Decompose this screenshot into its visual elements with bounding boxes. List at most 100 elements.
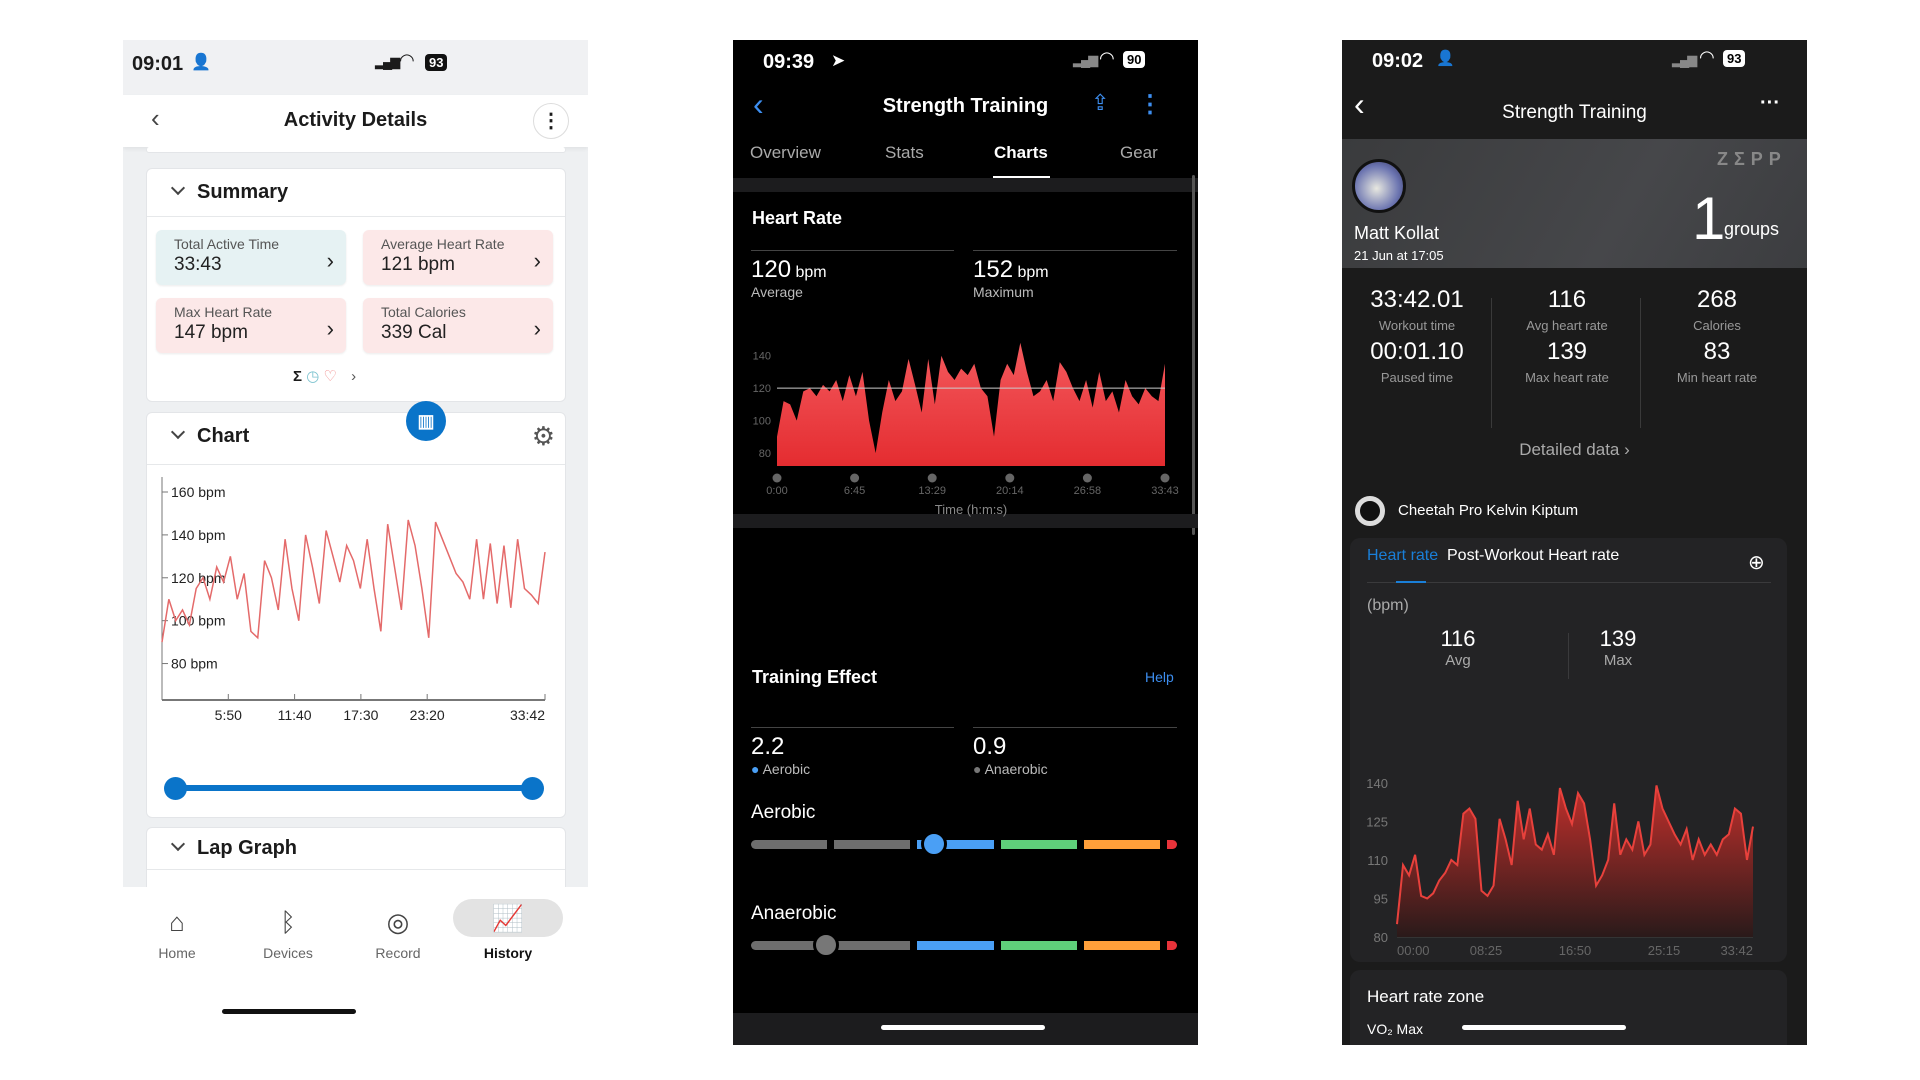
- stat-label: Max heart rate: [1525, 370, 1609, 385]
- add-chart-button[interactable]: ▥: [406, 401, 446, 441]
- tile-label: Average Heart Rate: [381, 236, 505, 252]
- stat-min-hr: 83 Min heart rate: [1642, 338, 1792, 385]
- user-name: Matt Kollat: [1354, 223, 1440, 243]
- back-icon[interactable]: ‹: [753, 86, 764, 122]
- summary-pager[interactable]: Σ ◷ ♡ ›: [293, 367, 356, 385]
- clock-icon: ◷: [306, 368, 320, 385]
- wifi-icon: ◠: [399, 50, 415, 70]
- divider: [733, 178, 1198, 192]
- status-time: 09:02: [1372, 50, 1424, 72]
- chart-card: Chart ⚙: [146, 412, 566, 818]
- tab-heart-rate[interactable]: Heart rate: [1367, 547, 1439, 564]
- stat-value: 00:01.10: [1370, 338, 1464, 365]
- stat-label: Calories: [1693, 318, 1741, 333]
- battery-indicator: 90: [1123, 51, 1146, 68]
- tile-value: 33:43: [174, 254, 222, 275]
- gear-icon[interactable]: ⚙: [531, 421, 555, 451]
- more-options-icon[interactable]: ···: [1760, 92, 1780, 114]
- home-indicator: [1462, 1025, 1626, 1030]
- tile-label: Max Heart Rate: [174, 304, 273, 320]
- home-icon: ⌂: [169, 907, 185, 937]
- range-slider-start-handle[interactable]: [164, 777, 187, 800]
- dot-icon: ●: [751, 761, 760, 777]
- vo2-label: VO₂ Max: [1367, 1021, 1423, 1037]
- aerobic-value: 2.2: [751, 733, 785, 760]
- scale-segment: [1000, 941, 1077, 950]
- phone-garmin-strength: 09:39 ➤ ▂▄▆ ◠ 90 ‹ Strength Training ⇪ ⋮…: [733, 40, 1198, 1045]
- tab-charts[interactable]: Charts: [994, 143, 1048, 162]
- max-value: 139: [1599, 626, 1637, 651]
- sigma-icon: Σ: [293, 368, 303, 385]
- tile-max-heart-rate[interactable]: Max Heart Rate 147 bpm ›: [156, 298, 346, 353]
- tile-value: 339 Cal: [381, 322, 447, 343]
- anaerobic-label: Anaerobic: [984, 761, 1048, 777]
- nav-history[interactable]: 📈 History: [453, 899, 563, 961]
- nav-home[interactable]: ⌂ Home: [132, 899, 222, 961]
- anaerobic-scale: [751, 932, 1177, 958]
- anaerobic-bar-label: Anaerobic: [751, 903, 837, 924]
- aerobic-bar-label: Aerobic: [751, 802, 816, 823]
- active-tab-indicator: [993, 176, 1050, 178]
- tile-label: Total Active Time: [174, 236, 280, 252]
- stat-calories: 268 Calories: [1642, 286, 1792, 333]
- heart-rate-card: Heart rate Post-Workout Heart rate ⊕ (bp…: [1350, 538, 1787, 962]
- nav-label: Record: [375, 945, 421, 961]
- scale-segment: [834, 840, 911, 849]
- scrollbar[interactable]: [1192, 175, 1195, 535]
- group-count: 1: [1692, 185, 1726, 252]
- bluetooth-icon: ᛒ: [280, 907, 296, 937]
- help-link[interactable]: Help: [1145, 669, 1174, 685]
- tab-overview[interactable]: Overview: [750, 143, 821, 162]
- scale-segment: [1167, 941, 1177, 950]
- aerobic-scale: [751, 831, 1177, 857]
- zoom-in-icon[interactable]: ⊕: [1748, 552, 1765, 574]
- range-slider-track[interactable]: [176, 785, 532, 791]
- avg-stat: 116 Avg: [1398, 626, 1518, 669]
- detailed-data-link[interactable]: Detailed data ›: [1342, 440, 1807, 460]
- tab-stats[interactable]: Stats: [885, 143, 924, 162]
- status-bar: 09:01 👤 ▂▄▆ ◠ 93: [123, 40, 588, 95]
- share-icon[interactable]: ⇪: [1091, 90, 1110, 115]
- bottom-nav: ⌂ Home ᛒ Devices ◎ Record 📈 History: [123, 887, 588, 1045]
- more-options-icon[interactable]: ⋮: [1138, 91, 1162, 118]
- range-slider-end-handle[interactable]: [521, 777, 544, 800]
- home-indicator: [222, 1009, 356, 1014]
- scale-segment: [834, 941, 911, 950]
- nav-label: Devices: [263, 945, 313, 961]
- avg-label: Avg: [1445, 652, 1471, 669]
- battery-indicator: 93: [1723, 50, 1746, 67]
- zone-title: Heart rate zone: [1367, 987, 1485, 1006]
- back-icon[interactable]: ‹: [1354, 86, 1365, 122]
- page-title: Strength Training: [1502, 102, 1647, 123]
- nav-devices[interactable]: ᛒ Devices: [243, 899, 333, 961]
- tab-gear[interactable]: Gear: [1120, 143, 1158, 162]
- workout-date: 21 Jun at 17:05: [1354, 248, 1444, 263]
- avg-value: 116: [1440, 626, 1476, 651]
- divider: [751, 727, 954, 728]
- anaerobic-stat: 0.9 ● Anaerobic: [973, 733, 1048, 777]
- dot-icon: ●: [973, 761, 982, 777]
- chevron-right-icon: ›: [1624, 440, 1630, 459]
- tile-value: 121 bpm: [381, 254, 455, 275]
- scale-segment: [1000, 840, 1077, 849]
- tile-total-calories[interactable]: Total Calories 339 Cal ›: [363, 298, 553, 353]
- avatar[interactable]: [1352, 159, 1406, 213]
- person-icon: 👤: [1436, 50, 1455, 67]
- heart-icon: ♡: [323, 368, 337, 385]
- scale-segment: [917, 941, 994, 950]
- avg-hr-stat: 120 bpm Average: [751, 256, 827, 300]
- tab-post-workout-heart-rate[interactable]: Post-Workout Heart rate: [1447, 547, 1620, 564]
- tile-average-heart-rate[interactable]: Average Heart Rate 121 bpm ›: [363, 230, 553, 285]
- more-options-button[interactable]: ⋮: [533, 103, 569, 139]
- lap-graph-header[interactable]: Lap Graph: [147, 828, 565, 870]
- lap-graph-title: Lap Graph: [197, 837, 298, 859]
- chart-header[interactable]: Chart ⚙: [147, 413, 565, 465]
- max-stat: 139 Max: [1558, 626, 1678, 669]
- back-icon[interactable]: ‹: [151, 103, 160, 133]
- scale-segment: [751, 840, 828, 849]
- tile-total-active-time[interactable]: Total Active Time 33:43 ›: [156, 230, 346, 285]
- detailed-data-label: Detailed data: [1519, 440, 1620, 459]
- nav-record[interactable]: ◎ Record: [353, 899, 443, 961]
- summary-header[interactable]: Summary: [147, 169, 565, 217]
- stat-value: 33:42.01: [1370, 286, 1464, 313]
